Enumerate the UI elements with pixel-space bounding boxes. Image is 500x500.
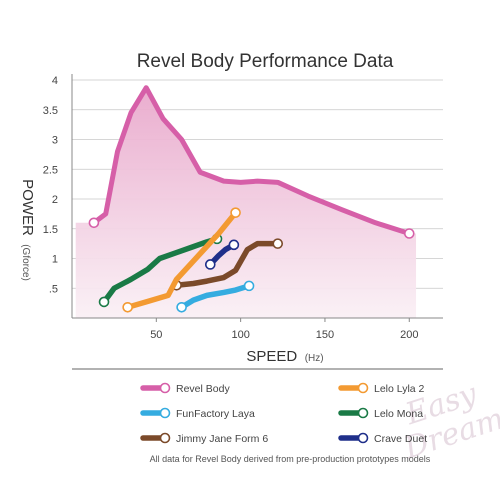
data-point-funfactory-laya: [176, 301, 187, 313]
y-axis-title: POWER: [19, 179, 36, 236]
series-line-jimmy-jane-form-6: [173, 240, 281, 289]
data-point-crave-duet: [228, 239, 240, 251]
data-point-revel-body: [403, 228, 415, 239]
data-point-crave-duet: [204, 259, 216, 270]
x-axis-title: SPEED: [246, 348, 297, 365]
legend-marker-lelo-lyla-2: [357, 382, 369, 394]
y-tick-label: 3: [52, 135, 58, 147]
y-tick-label: 3.5: [43, 105, 58, 117]
series-line-revel-body: [91, 85, 412, 237]
legend-label-revel-body: Revel Body: [176, 383, 230, 395]
y-axis-unit: (Gforce): [20, 244, 31, 281]
legend: Revel Body Lelo Lyla 2 FunFactory Laya Lelo…: [140, 382, 427, 445]
y-axis-title-group: POWER (Gforce): [19, 179, 36, 281]
y-tick-label: 4: [52, 75, 58, 87]
data-point-lelo-lyla-2: [122, 301, 133, 313]
y-tick-label: 1.5: [43, 224, 58, 236]
series-line-lelo-mona: [101, 236, 220, 305]
legend-marker-funfactory-laya: [159, 407, 171, 419]
y-tick-label: .5: [49, 283, 58, 295]
x-axis-unit: (Hz): [305, 353, 324, 364]
x-tick-label: 200: [400, 329, 418, 341]
series-line-funfactory-laya: [178, 283, 252, 311]
x-tick-label: 150: [316, 329, 334, 341]
data-point-revel-body: [88, 217, 100, 229]
y-tick-label: 2.5: [43, 164, 58, 176]
svg-text:SPEED (Hz): SPEED (Hz): [246, 348, 323, 365]
watermark: Easy Dreams: [399, 376, 500, 466]
series-line-lelo-lyla-2: [124, 209, 239, 311]
legend-label-crave-duet: Crave Duet: [374, 433, 427, 445]
svg-text:POWER (Gforce): POWER (Gforce): [19, 179, 36, 281]
legend-marker-revel-body: [159, 382, 171, 394]
x-tick-label: 100: [231, 329, 249, 341]
x-tick-label: 50: [150, 329, 162, 341]
legend-label-lelo-mona: Lelo Mona: [374, 408, 423, 420]
legend-marker-lelo-mona: [357, 407, 369, 419]
legend-label-lelo-lyla-2: Lelo Lyla 2: [374, 383, 425, 395]
legend-marker-crave-duet: [357, 432, 369, 444]
legend-label-funfactory-laya: FunFactory Laya: [176, 408, 255, 420]
y-tick-label: 1: [52, 254, 58, 266]
footnote: All data for Revel Body derived from pre…: [150, 454, 431, 464]
chart-title: Revel Body Performance Data: [137, 51, 394, 72]
series-lines: [88, 85, 415, 313]
data-point-funfactory-laya: [243, 280, 255, 292]
legend-label-jimmy-jane-form-6: Jimmy Jane Form 6: [176, 433, 268, 445]
data-point-lelo-mona: [98, 296, 110, 308]
data-point-jimmy-jane-form-6: [272, 238, 284, 249]
data-point-lelo-lyla-2: [230, 207, 241, 218]
y-tick-label: 2: [52, 194, 58, 206]
tick-labels: .5 1 1.5 2 2.5 3 3.5 4 50 100 150 200: [43, 75, 419, 341]
legend-marker-jimmy-jane-form-6: [159, 432, 171, 444]
axes: [71, 74, 443, 319]
